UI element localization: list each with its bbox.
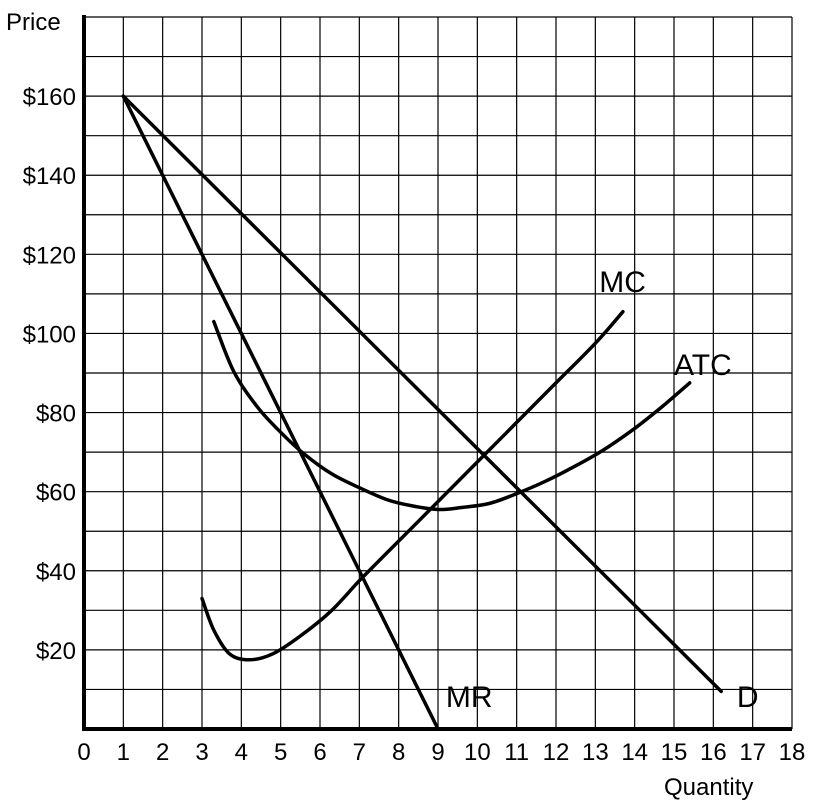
curve-label-d: D bbox=[737, 681, 759, 714]
x-tick-label: 17 bbox=[739, 739, 766, 766]
curve-mr bbox=[121, 94, 440, 731]
y-tick-label: $120 bbox=[23, 242, 76, 269]
x-axis-title: Quantity bbox=[664, 774, 753, 800]
x-tick-label: 10 bbox=[464, 739, 491, 766]
x-tick-label: 16 bbox=[700, 739, 727, 766]
curves bbox=[121, 94, 723, 731]
x-tick-label: 0 bbox=[77, 739, 90, 766]
x-tick-label: 6 bbox=[313, 739, 326, 766]
x-tick-label: 13 bbox=[582, 739, 609, 766]
x-tick-label: 8 bbox=[392, 739, 405, 766]
axes bbox=[82, 15, 792, 731]
curve-label-atc: ATC bbox=[674, 349, 732, 382]
x-tick-label: 3 bbox=[195, 739, 208, 766]
curve-mc bbox=[200, 309, 625, 662]
y-tick-label: $80 bbox=[36, 401, 76, 428]
y-tick-labels: $20 $40 $60 $80 $100 $120 $140 $160 bbox=[23, 84, 76, 665]
curve-label-mr: MR bbox=[446, 681, 493, 714]
x-tick-labels: 0 1 2 3 4 5 6 7 8 9 10 11 12 13 14 15 16 17 18 bbox=[77, 739, 805, 766]
x-tick-label: 14 bbox=[621, 739, 648, 766]
x-tick-label: 11 bbox=[504, 739, 529, 766]
x-tick-label: 12 bbox=[543, 739, 570, 766]
y-tick-label: $160 bbox=[23, 84, 76, 111]
x-tick-label: 5 bbox=[274, 739, 287, 766]
y-tick-label: $60 bbox=[36, 480, 76, 507]
curve-d bbox=[121, 94, 723, 694]
y-axis-title: Price bbox=[6, 9, 61, 36]
x-tick-label: 7 bbox=[353, 739, 366, 766]
y-tick-label: $140 bbox=[23, 163, 76, 190]
curve-atc bbox=[212, 319, 692, 512]
x-tick-label: 1 bbox=[117, 739, 130, 766]
grid bbox=[84, 16, 793, 729]
curve-label-mc: MC bbox=[599, 266, 646, 299]
x-tick-label: 4 bbox=[235, 739, 248, 766]
x-tick-label: 9 bbox=[431, 739, 444, 766]
y-tick-label: $20 bbox=[36, 638, 76, 665]
x-tick-label: 2 bbox=[156, 739, 169, 766]
y-tick-label: $40 bbox=[36, 559, 76, 586]
x-tick-label: 18 bbox=[779, 739, 806, 766]
x-tick-label: 15 bbox=[661, 739, 688, 766]
y-tick-label: $100 bbox=[23, 321, 76, 348]
curve-labels: D MR MC ATC bbox=[446, 266, 759, 714]
